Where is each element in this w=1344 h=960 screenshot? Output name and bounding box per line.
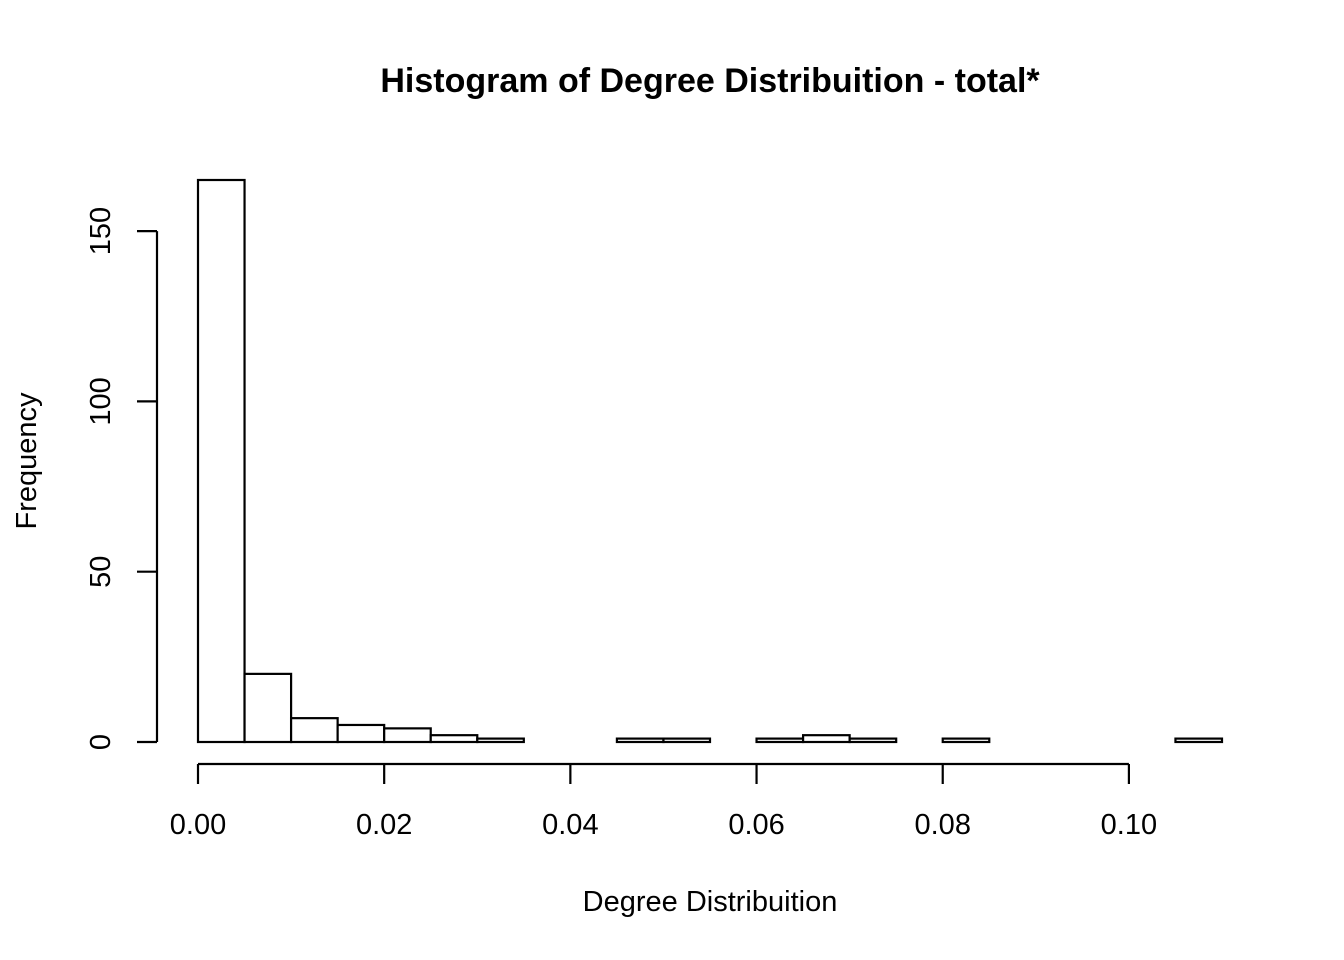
histogram-bar (662, 737, 712, 744)
x-tick-label: 0.02 (356, 809, 412, 841)
y-axis-label: Frequency (11, 392, 43, 530)
histogram-bar (801, 734, 851, 744)
y-tick-label: 50 (85, 556, 117, 588)
x-axis: 0.00 0.02 0.04 0.06 0.08 0.10 (170, 762, 1157, 841)
y-tick-label: 100 (85, 377, 117, 425)
histogram-bar (289, 717, 339, 744)
x-tick-label: 0.08 (915, 809, 971, 841)
x-tick-label: 0.10 (1101, 809, 1157, 841)
histogram-bar (941, 737, 991, 744)
y-tick-label: 0 (85, 734, 117, 750)
histogram-bar (383, 727, 432, 744)
chart-title: Histogram of Degree Distribuition - tota… (380, 62, 1040, 100)
histogram-bar (615, 737, 665, 744)
x-tick-label: 0.00 (170, 809, 226, 841)
x-tick-label: 0.04 (542, 809, 598, 841)
histogram-bar (196, 178, 246, 744)
x-tick-label: 0.06 (728, 809, 784, 841)
histogram-bar (755, 737, 805, 744)
histogram-bar (1174, 737, 1224, 744)
y-tick-label: 150 (85, 207, 117, 255)
histogram-bar (848, 737, 898, 744)
histogram-bar (476, 737, 525, 744)
x-axis-label: Degree Distribuition (583, 886, 838, 918)
histogram-bar (243, 672, 293, 744)
histogram-bar (429, 734, 479, 744)
y-axis: 0 50 100 150 (85, 207, 159, 750)
histogram-bar (336, 723, 386, 744)
bars-group (196, 178, 1224, 744)
